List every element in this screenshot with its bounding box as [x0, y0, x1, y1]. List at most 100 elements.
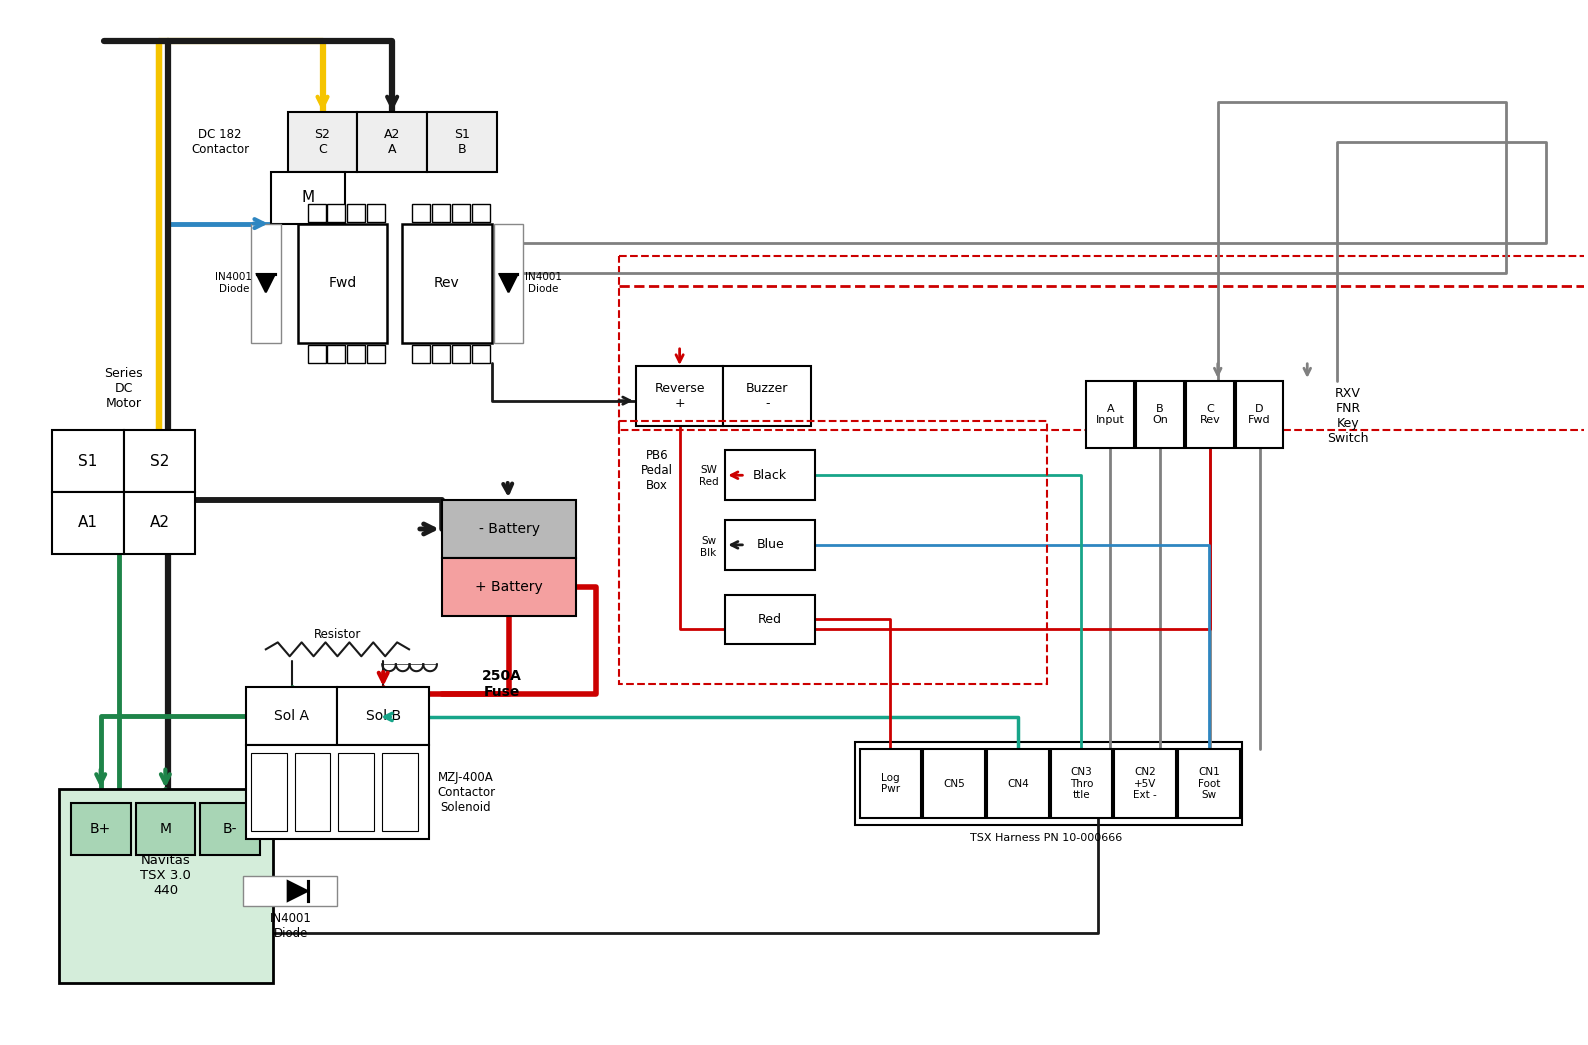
Bar	[619, 420, 1046, 684]
Text: CN5: CN5	[943, 779, 966, 789]
Bar	[453, 345, 470, 363]
Text: Red: Red	[757, 613, 783, 626]
Bar	[52, 492, 124, 554]
Bar	[1186, 380, 1234, 448]
Text: 250A
Fuse: 250A Fuse	[481, 669, 521, 699]
Text: A2
A: A2 A	[384, 129, 400, 156]
Text: S2
C: S2 C	[314, 129, 330, 156]
Bar	[923, 749, 985, 818]
Bar	[348, 345, 365, 363]
Bar	[295, 752, 330, 832]
Text: B+: B+	[91, 822, 111, 836]
Bar	[441, 558, 576, 616]
Bar	[441, 501, 576, 558]
Text: S1: S1	[78, 454, 97, 469]
Text: - Battery: - Battery	[478, 521, 540, 536]
Text: C
Rev: C Rev	[1199, 403, 1220, 425]
Bar	[59, 789, 273, 982]
Bar	[1086, 380, 1134, 448]
Text: TSX Harness PN 10-000666: TSX Harness PN 10-000666	[970, 833, 1121, 843]
Text: CN1
Foot
Sw: CN1 Foot Sw	[1197, 767, 1220, 800]
Bar	[472, 345, 489, 363]
Bar	[724, 366, 811, 425]
Bar	[297, 224, 387, 343]
Bar	[854, 742, 1242, 826]
Polygon shape	[257, 275, 275, 293]
Bar	[367, 345, 386, 363]
Bar	[411, 204, 430, 222]
Bar	[243, 876, 337, 906]
Text: B-: B-	[222, 822, 237, 836]
Bar	[124, 431, 195, 492]
Text: + Battery: + Battery	[475, 580, 543, 594]
Text: CN2
+5V
Ext -: CN2 +5V Ext -	[1134, 767, 1158, 800]
Bar	[472, 204, 489, 222]
Bar	[726, 595, 815, 645]
Bar	[135, 804, 195, 855]
Bar	[272, 171, 346, 224]
Bar	[453, 204, 470, 222]
Bar	[52, 431, 124, 492]
Bar	[367, 204, 386, 222]
Bar	[383, 752, 418, 832]
Text: M: M	[159, 822, 172, 836]
Polygon shape	[500, 275, 518, 293]
Bar	[494, 224, 524, 343]
Bar	[246, 745, 429, 839]
Text: M: M	[302, 190, 314, 205]
Bar	[338, 752, 375, 832]
Text: Reverse
+: Reverse +	[654, 381, 705, 410]
Bar	[348, 204, 365, 222]
Bar	[327, 204, 346, 222]
Text: Sol A: Sol A	[275, 709, 310, 723]
Text: A
Input: A Input	[1096, 403, 1124, 425]
Bar	[337, 688, 429, 745]
Text: IN4001
Diode: IN4001 Diode	[526, 273, 562, 294]
Bar	[246, 688, 337, 745]
Text: IN4001
Diode: IN4001 Diode	[270, 912, 311, 939]
Text: CN4: CN4	[1007, 779, 1029, 789]
Bar	[432, 204, 449, 222]
Bar	[1115, 749, 1177, 818]
Text: Blue: Blue	[756, 538, 784, 552]
Bar	[1051, 749, 1112, 818]
Text: PB6
Pedal
Box: PB6 Pedal Box	[640, 448, 673, 492]
Bar	[251, 752, 287, 832]
Text: Series
DC
Motor: Series DC Motor	[105, 367, 143, 411]
Bar	[1178, 749, 1240, 818]
Bar	[988, 749, 1048, 818]
Bar	[619, 256, 1588, 431]
Bar	[287, 112, 357, 171]
Text: MZJ-400A
Contactor
Solenoid: MZJ-400A Contactor Solenoid	[437, 770, 495, 814]
Bar	[308, 204, 326, 222]
Bar	[427, 112, 497, 171]
Text: CN3
Thro
ttle: CN3 Thro ttle	[1070, 767, 1093, 800]
Text: Black: Black	[753, 469, 788, 482]
Bar	[726, 450, 815, 501]
Polygon shape	[287, 881, 308, 901]
Text: Navitas
TSX 3.0
440: Navitas TSX 3.0 440	[140, 854, 191, 897]
Bar	[251, 224, 281, 343]
Bar	[71, 804, 130, 855]
Bar	[726, 520, 815, 570]
Text: Sol B: Sol B	[365, 709, 400, 723]
Text: SW
Red: SW Red	[699, 465, 718, 487]
Bar	[124, 492, 195, 554]
Text: RXV
FNR
Key
Switch: RXV FNR Key Switch	[1328, 387, 1369, 444]
Bar	[1235, 380, 1283, 448]
Text: DC 182
Contactor: DC 182 Contactor	[191, 129, 249, 156]
Text: Rev: Rev	[434, 276, 461, 291]
Bar	[432, 345, 449, 363]
Text: A1: A1	[78, 515, 98, 531]
Text: D
Fwd: D Fwd	[1248, 403, 1270, 425]
Bar	[859, 749, 921, 818]
Bar	[200, 804, 260, 855]
Text: S2: S2	[149, 454, 168, 469]
Text: S1
B: S1 B	[454, 129, 470, 156]
Bar	[1135, 380, 1185, 448]
Text: Log
Pwr: Log Pwr	[881, 773, 900, 794]
Bar	[308, 345, 326, 363]
Bar	[411, 345, 430, 363]
Text: IN4001
Diode: IN4001 Diode	[216, 273, 252, 294]
Bar	[327, 345, 346, 363]
